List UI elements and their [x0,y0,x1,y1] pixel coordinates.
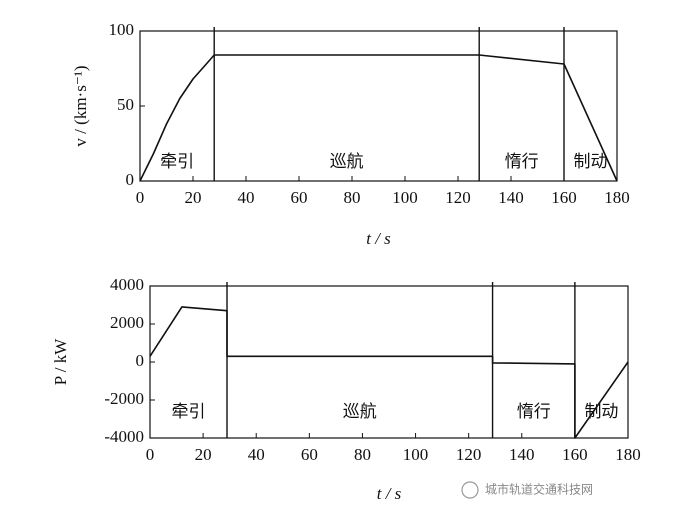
x-tick-label: 160 [562,445,588,464]
x-axis-label: t / s [377,484,402,503]
watermark-icon [461,481,479,499]
x-tick-label: 120 [445,188,471,207]
x-tick-label: 20 [185,188,202,207]
y-tick-label: 50 [117,95,134,114]
x-tick-label: 100 [392,188,418,207]
x-tick-label: 60 [291,188,308,207]
phase-label: 巡航 [343,402,377,422]
x-tick-label: 180 [604,188,630,207]
x-tick-label: 20 [195,445,212,464]
phase-label: 惰行 [517,402,551,422]
data-line [149,306,629,439]
plot-frame [149,285,629,439]
x-tick-label: 140 [509,445,535,464]
phase-label: 牵引 [172,402,206,422]
x-tick-label: 80 [354,445,371,464]
x-tick-label: 120 [456,445,482,464]
x-axis-label: t / s [366,229,391,248]
y-axis-label: P / kW [51,338,70,386]
y-tick-label: -4000 [104,427,144,446]
x-tick-label: 60 [301,445,318,464]
y-tick-label: 0 [126,170,135,189]
plot-frame [139,30,618,182]
x-tick-label: 40 [238,188,255,207]
y-tick-label: 0 [136,351,145,370]
x-tick-label: 0 [136,188,145,207]
x-tick-label: 0 [146,445,155,464]
phase-label: 制动 [584,402,618,422]
phase-label: 制动 [574,152,608,172]
x-tick-label: 100 [403,445,429,464]
data-line [139,54,618,182]
x-tick-label: 160 [551,188,577,207]
x-tick-label: 140 [498,188,524,207]
y-tick-label: 100 [109,20,135,39]
phase-label: 巡航 [330,152,364,172]
x-tick-label: 40 [248,445,265,464]
y-axis-label: v / (km·s⁻¹) [71,65,90,146]
watermark: 城市轨道交通科技网 [485,482,593,497]
x-tick-label: 80 [344,188,361,207]
y-tick-label: -2000 [104,389,144,408]
y-tick-label: 2000 [110,313,144,332]
x-tick-label: 180 [615,445,641,464]
phase-label: 惰行 [505,152,539,172]
y-tick-label: 4000 [110,275,144,294]
phase-label: 牵引 [160,152,194,172]
